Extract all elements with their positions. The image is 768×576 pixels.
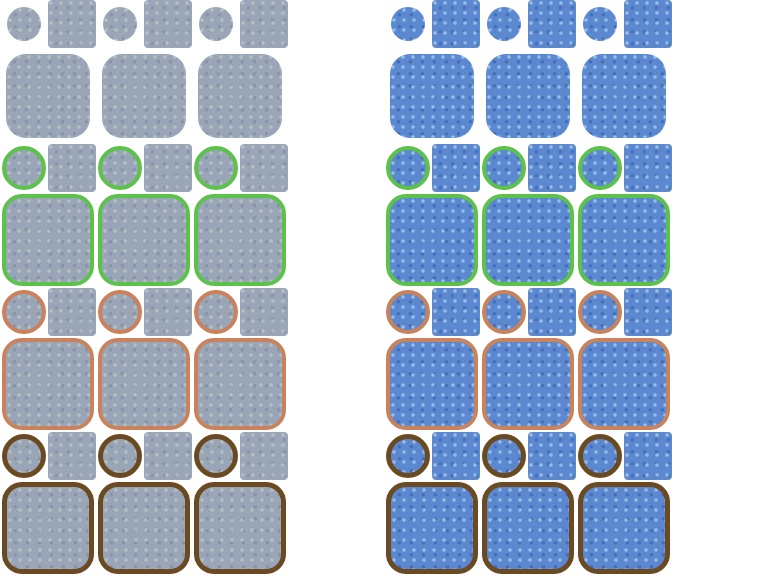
tile-circle-none [487,7,521,41]
tile-rounded-none [198,54,282,138]
tile-circle-orange [194,290,238,334]
tile-circle-orange [578,290,622,334]
tile-square-none [528,0,576,48]
tile-circle-green [2,146,46,190]
tile-rounded-green [98,194,190,286]
tile-rounded-green [2,194,94,286]
tile-circle-brown [2,434,46,478]
tile-rounded-green [482,194,574,286]
tile-square-orange [624,288,672,336]
tile-rounded-orange [194,338,286,430]
tile-square-none [624,0,672,48]
tile-circle-green [98,146,142,190]
tile-circle-brown [482,434,526,478]
tile-square-brown [528,432,576,480]
tile-circle-none [103,7,137,41]
tile-rounded-green [386,194,478,286]
tile-circle-none [583,7,617,41]
tile-square-orange [48,288,96,336]
tile-circle-green [194,146,238,190]
tile-circle-green [578,146,622,190]
tile-rounded-none [6,54,90,138]
tile-circle-orange [386,290,430,334]
tile-rounded-orange [98,338,190,430]
tile-circle-green [386,146,430,190]
tile-rounded-brown [482,482,574,574]
tile-square-green [240,144,288,192]
tile-square-brown [624,432,672,480]
tile-square-brown [240,432,288,480]
tile-circle-none [391,7,425,41]
tile-rounded-none [486,54,570,138]
tile-circle-brown [194,434,238,478]
tile-circle-brown [578,434,622,478]
tile-square-green [528,144,576,192]
tile-square-brown [144,432,192,480]
tile-rounded-brown [98,482,190,574]
tile-square-orange [144,288,192,336]
tile-square-green [48,144,96,192]
tile-circle-green [482,146,526,190]
tile-rounded-green [578,194,670,286]
tile-rounded-orange [386,338,478,430]
tile-square-orange [240,288,288,336]
tile-square-none [240,0,288,48]
tile-rounded-orange [2,338,94,430]
tile-circle-brown [386,434,430,478]
tile-square-green [144,144,192,192]
tile-circle-orange [98,290,142,334]
tile-circle-none [7,7,41,41]
tile-rounded-none [102,54,186,138]
tile-circle-orange [2,290,46,334]
tile-circle-orange [482,290,526,334]
tile-circle-none [199,7,233,41]
tile-square-green [432,144,480,192]
tile-square-none [48,0,96,48]
tile-square-none [432,0,480,48]
tile-rounded-brown [2,482,94,574]
tile-square-orange [528,288,576,336]
tile-square-green [624,144,672,192]
tile-circle-brown [98,434,142,478]
tile-rounded-green [194,194,286,286]
tile-rounded-brown [386,482,478,574]
tile-rounded-none [390,54,474,138]
tile-rounded-none [582,54,666,138]
tileset-blue [384,0,672,576]
tile-square-orange [432,288,480,336]
tile-square-brown [48,432,96,480]
tile-rounded-brown [578,482,670,574]
tile-rounded-brown [194,482,286,574]
tile-square-brown [432,432,480,480]
tileset-gray [0,0,288,576]
tile-rounded-orange [482,338,574,430]
tile-rounded-orange [578,338,670,430]
tile-square-none [144,0,192,48]
